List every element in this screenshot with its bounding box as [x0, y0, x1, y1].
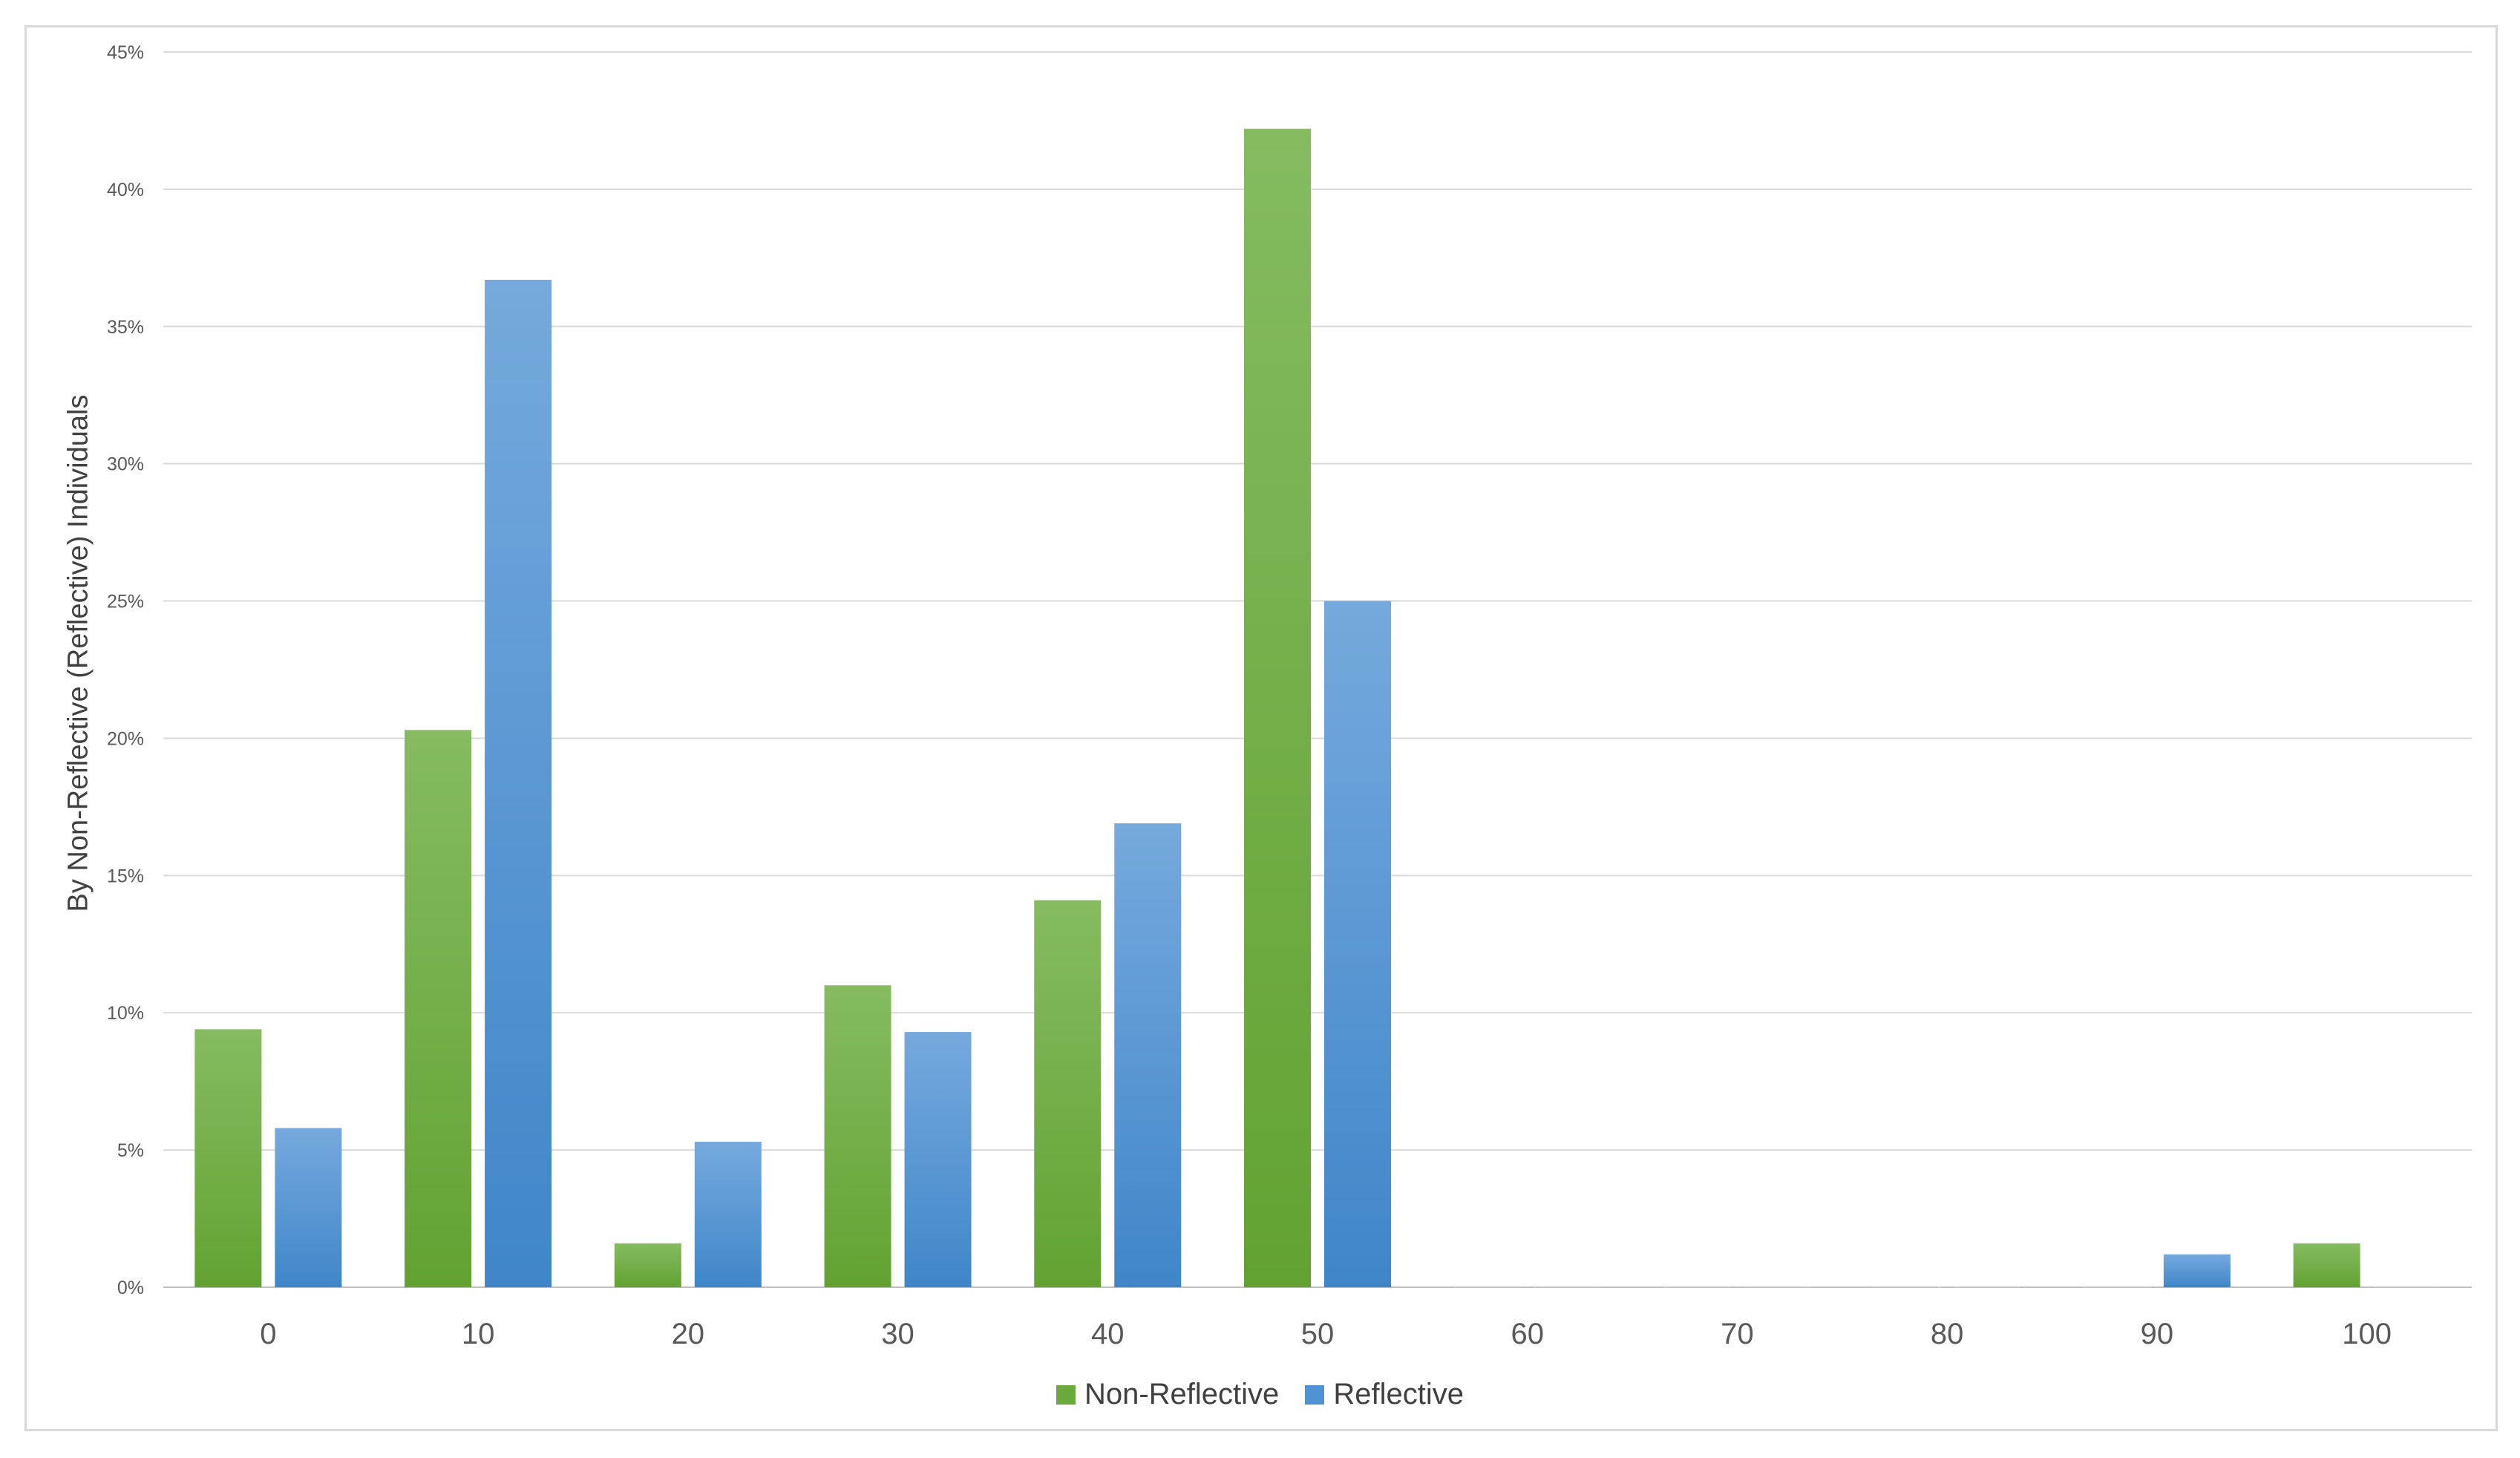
- x-tick-label: 100: [2342, 1318, 2392, 1350]
- bar-reflective-80: [1954, 1286, 2021, 1287]
- bar-reflective-20: [694, 1142, 762, 1287]
- bar-non-reflective-70: [1663, 1286, 1731, 1287]
- x-tick-label: 20: [672, 1318, 705, 1350]
- y-tick-label: 25%: [107, 592, 144, 612]
- bar-reflective-60: [1534, 1286, 1601, 1287]
- x-tick-label: 0: [260, 1318, 276, 1350]
- legend: Non-Reflective Reflective: [0, 1378, 2520, 1412]
- bar-reflective-100: [2373, 1286, 2441, 1287]
- legend-label-reflective: Reflective: [1333, 1378, 1464, 1410]
- y-tick-label: 35%: [107, 317, 144, 338]
- y-tick-label: 20%: [107, 728, 144, 749]
- bar-reflective-10: [485, 279, 552, 1288]
- legend-label-non-reflective: Non-Reflective: [1084, 1378, 1280, 1410]
- x-tick-label: 70: [1721, 1318, 1754, 1350]
- x-axis-ticks: 0 10 20 30 40 50 60 70 80 90 100: [260, 1318, 2392, 1350]
- legend-item-reflective: Reflective: [1305, 1378, 1464, 1411]
- y-tick-label: 15%: [107, 866, 144, 886]
- y-axis-ticks: 0% 5% 10% 15% 20% 25% 30% 35% 40% 45%: [107, 42, 144, 1298]
- x-tick-label: 10: [462, 1318, 495, 1350]
- bar-reflective-0: [275, 1128, 342, 1287]
- x-tick-label: 90: [2141, 1318, 2174, 1350]
- y-tick-label: 0%: [117, 1278, 144, 1298]
- bar-non-reflective-80: [1873, 1286, 1941, 1287]
- y-tick-label: 45%: [107, 42, 144, 63]
- x-tick-label: 30: [881, 1318, 914, 1350]
- y-tick-label: 5%: [117, 1140, 144, 1161]
- bars: [194, 128, 2441, 1288]
- bar-reflective-50: [1324, 601, 1391, 1287]
- y-axis-label: By Non-Reflective (Reflective) Individua…: [62, 394, 94, 912]
- x-tick-label: 50: [1301, 1318, 1335, 1350]
- legend-item-non-reflective: Non-Reflective: [1056, 1378, 1279, 1411]
- bar-non-reflective-30: [824, 985, 891, 1287]
- bar-non-reflective-40: [1034, 900, 1102, 1287]
- bar-reflective-70: [1744, 1286, 1811, 1287]
- y-tick-label: 40%: [107, 180, 144, 200]
- legend-swatch-non-reflective: [1056, 1385, 1076, 1405]
- bar-reflective-30: [904, 1032, 972, 1287]
- bar-non-reflective-10: [405, 730, 472, 1287]
- x-tick-label: 40: [1091, 1318, 1125, 1350]
- legend-swatch-reflective: [1305, 1385, 1325, 1405]
- bar-non-reflective-100: [2293, 1243, 2360, 1287]
- bar-non-reflective-0: [194, 1029, 262, 1287]
- y-tick-label: 30%: [107, 454, 144, 475]
- bar-reflective-40: [1114, 823, 1182, 1287]
- bar-non-reflective-60: [1453, 1286, 1521, 1287]
- x-tick-label: 60: [1511, 1318, 1544, 1350]
- x-tick-label: 80: [1931, 1318, 1964, 1350]
- bar-non-reflective-20: [614, 1243, 681, 1287]
- bar-non-reflective-50: [1244, 128, 1311, 1287]
- bar-non-reflective-90: [2083, 1286, 2150, 1287]
- bar-reflective-90: [2163, 1254, 2231, 1287]
- y-tick-label: 10%: [107, 1003, 144, 1024]
